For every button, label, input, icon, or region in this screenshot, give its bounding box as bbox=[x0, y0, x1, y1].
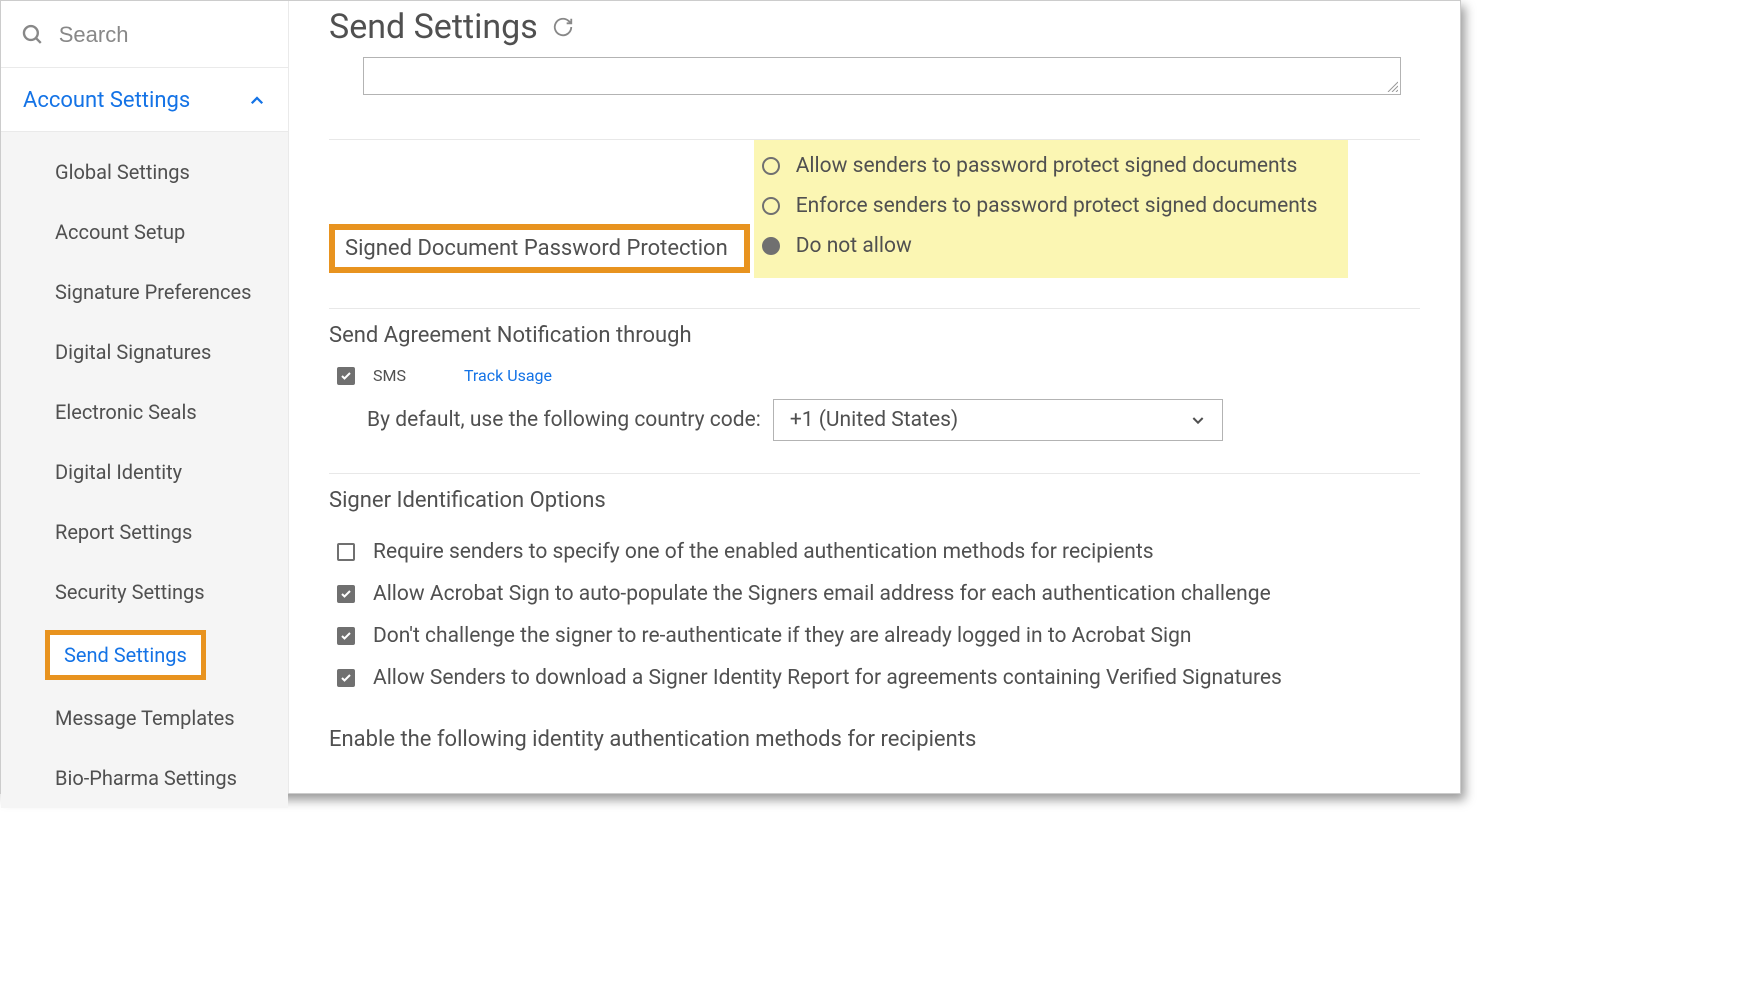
check-download-report[interactable]: Allow Senders to download a Signer Ident… bbox=[329, 657, 1420, 699]
radio-do-not-allow[interactable]: Do not allow bbox=[762, 226, 1318, 266]
sidebar-item-electronic-seals[interactable]: Electronic Seals bbox=[1, 382, 288, 442]
check-label: Require senders to specify one of the en… bbox=[373, 540, 1154, 564]
radio-icon bbox=[762, 197, 780, 215]
search-wrap bbox=[1, 1, 288, 68]
signer-id-title: Signer Identification Options bbox=[329, 488, 1420, 513]
page-title-wrap: Send Settings bbox=[329, 7, 1420, 47]
sms-row: SMS Track Usage bbox=[329, 366, 1420, 385]
radio-icon bbox=[762, 157, 780, 175]
check-no-reauth[interactable]: Don't challenge the signer to re-authent… bbox=[329, 615, 1420, 657]
app-container: Account Settings Global Settings Account… bbox=[0, 0, 1461, 794]
country-code-row: By default, use the following country co… bbox=[329, 399, 1420, 441]
radio-label: Enforce senders to password protect sign… bbox=[796, 194, 1318, 218]
radio-allow[interactable]: Allow senders to password protect signed… bbox=[762, 146, 1318, 186]
sidebar: Account Settings Global Settings Account… bbox=[1, 1, 289, 793]
checkbox-icon bbox=[337, 627, 355, 645]
check-label: Don't challenge the signer to re-authent… bbox=[373, 624, 1192, 648]
country-code-select[interactable]: +1 (United States) bbox=[773, 399, 1223, 441]
country-code-label: By default, use the following country co… bbox=[367, 408, 761, 432]
refresh-icon[interactable] bbox=[552, 16, 574, 38]
sidebar-item-bio-pharma-settings[interactable]: Bio-Pharma Settings bbox=[1, 748, 288, 808]
message-textarea[interactable] bbox=[363, 57, 1401, 95]
checkbox-icon bbox=[337, 543, 355, 561]
signer-id-section: Signer Identification Options Require se… bbox=[329, 488, 1420, 752]
resize-handle-icon[interactable] bbox=[1386, 80, 1398, 92]
sidebar-item-security-settings[interactable]: Security Settings bbox=[1, 562, 288, 622]
country-code-value: +1 (United States) bbox=[790, 408, 958, 432]
sidebar-item-digital-signatures[interactable]: Digital Signatures bbox=[1, 322, 288, 382]
checkbox-icon bbox=[337, 669, 355, 687]
checkbox-icon bbox=[337, 585, 355, 603]
sidebar-item-account-setup[interactable]: Account Setup bbox=[1, 202, 288, 262]
sidebar-nav: Global Settings Account Setup Signature … bbox=[1, 132, 288, 808]
sidebar-item-send-settings[interactable]: Send Settings bbox=[45, 630, 206, 680]
check-label: Allow Senders to download a Signer Ident… bbox=[373, 666, 1282, 690]
sidebar-item-message-templates[interactable]: Message Templates bbox=[1, 688, 288, 748]
sidebar-item-report-settings[interactable]: Report Settings bbox=[1, 502, 288, 562]
notification-section: Send Agreement Notification through SMS … bbox=[329, 323, 1420, 441]
radio-enforce[interactable]: Enforce senders to password protect sign… bbox=[762, 186, 1318, 226]
sidebar-section-title: Account Settings bbox=[23, 88, 190, 113]
password-protection-options: Allow senders to password protect signed… bbox=[754, 140, 1348, 278]
check-label: Allow Acrobat Sign to auto-populate the … bbox=[373, 582, 1271, 606]
password-protection-title: Signed Document Password Protection bbox=[329, 224, 750, 273]
sidebar-item-digital-identity[interactable]: Digital Identity bbox=[1, 442, 288, 502]
main-content: Send Settings Signed Document Password P… bbox=[289, 1, 1460, 793]
sidebar-section-header[interactable]: Account Settings bbox=[1, 68, 288, 132]
chevron-down-icon bbox=[1190, 412, 1206, 428]
enable-methods-title: Enable the following identity authentica… bbox=[329, 727, 1420, 752]
radio-icon bbox=[762, 237, 780, 255]
divider bbox=[329, 473, 1420, 474]
sms-label: SMS bbox=[373, 366, 406, 385]
sidebar-item-global-settings[interactable]: Global Settings bbox=[1, 142, 288, 202]
sms-checkbox[interactable] bbox=[337, 367, 355, 385]
track-usage-link[interactable]: Track Usage bbox=[464, 366, 552, 385]
radio-label: Do not allow bbox=[796, 234, 912, 258]
notification-title: Send Agreement Notification through bbox=[329, 323, 1420, 348]
check-require-auth[interactable]: Require senders to specify one of the en… bbox=[329, 531, 1420, 573]
password-protection-section: Signed Document Password Protection Allo… bbox=[329, 140, 1420, 308]
radio-label: Allow senders to password protect signed… bbox=[796, 154, 1298, 178]
check-autopopulate[interactable]: Allow Acrobat Sign to auto-populate the … bbox=[329, 573, 1420, 615]
search-icon bbox=[21, 21, 45, 49]
sidebar-item-signature-preferences[interactable]: Signature Preferences bbox=[1, 262, 288, 322]
chevron-up-icon bbox=[248, 92, 266, 110]
page-title: Send Settings bbox=[329, 7, 538, 47]
divider bbox=[329, 308, 1420, 309]
search-input[interactable] bbox=[59, 22, 268, 48]
